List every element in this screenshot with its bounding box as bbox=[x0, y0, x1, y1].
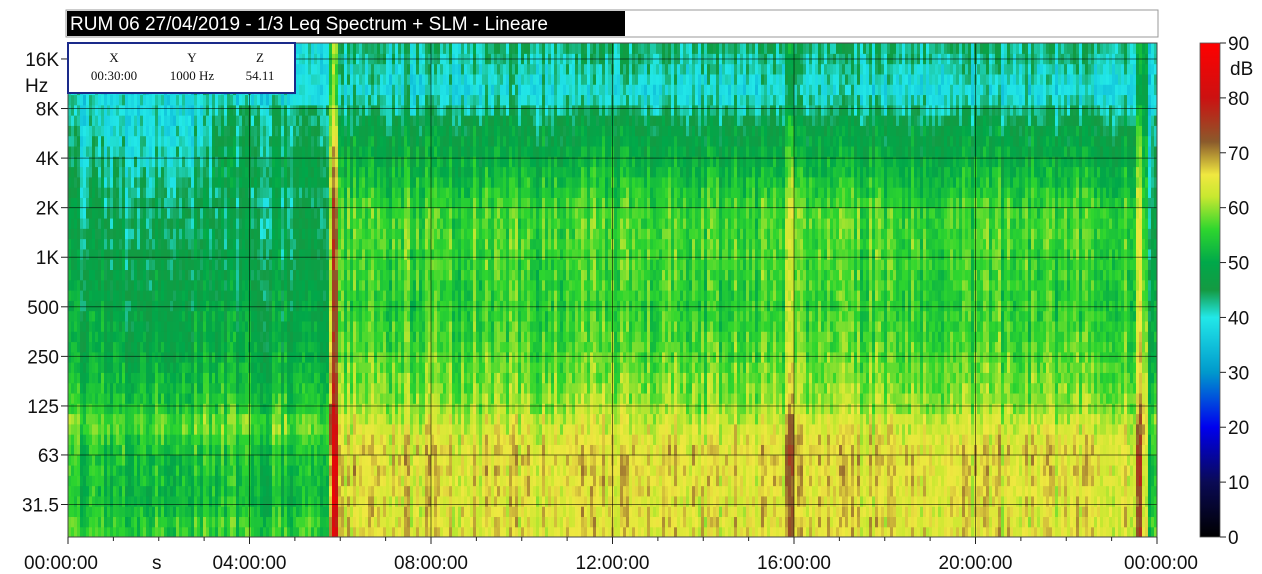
plot-area bbox=[68, 43, 1158, 538]
chart-title: RUM 06 27/04/2019 - 1/3 Leq Spectrum + S… bbox=[70, 14, 548, 35]
